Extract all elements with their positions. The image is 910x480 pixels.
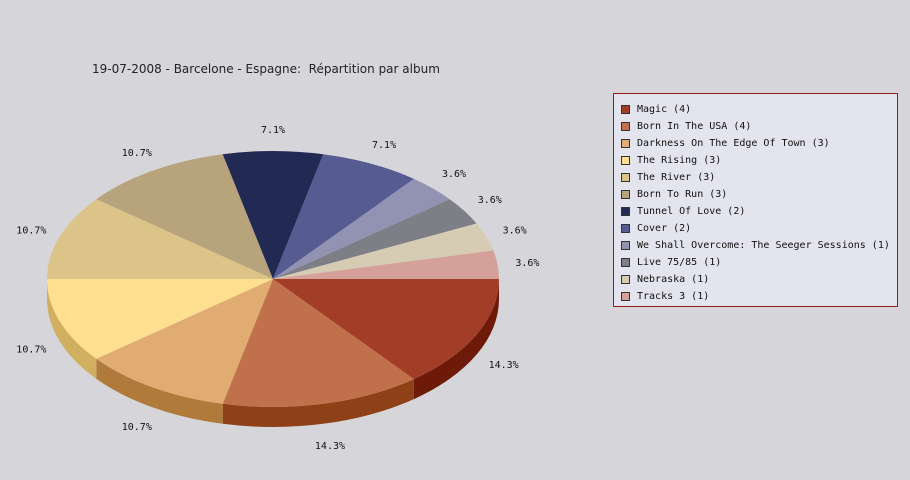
- pie-slice-8: [273, 178, 450, 279]
- pie-slice-5: [96, 154, 273, 279]
- pie-slice-9: [273, 199, 477, 279]
- pie-slice-side-2: [96, 358, 223, 424]
- pie-slice-7: [273, 154, 414, 279]
- pie-slice-label-2: 10.7%: [122, 422, 152, 433]
- pie-slice-6: [222, 151, 324, 279]
- legend-label: The River (3): [637, 172, 716, 183]
- pie-slice-10: [273, 223, 494, 279]
- pie-slice-side-3: [47, 279, 97, 379]
- legend-label: The Rising (3): [637, 155, 722, 166]
- legend-label: Darkness On The Edge Of Town (3): [637, 138, 830, 149]
- legend-label: Tunnel Of Love (2): [637, 206, 746, 217]
- chart-legend: Magic (4) Born In The USA (4) Darkness On …: [613, 93, 898, 307]
- pie-slice-label-1: 14.3%: [315, 441, 345, 452]
- pie-slice-2: [96, 279, 273, 404]
- legend-label: We Shall Overcome: The Seeger Sessions (…: [637, 240, 890, 251]
- legend-item-4: The River (3): [621, 169, 897, 186]
- pie-slice-1: [222, 279, 414, 407]
- legend-swatch: [621, 224, 630, 233]
- legend-item-1: Born In The USA (4): [621, 118, 897, 135]
- legend-item-6: Tunnel Of Love (2): [621, 203, 897, 220]
- legend-label: Tracks 3 (1): [637, 291, 710, 302]
- legend-swatch: [621, 275, 630, 284]
- legend-swatch: [621, 139, 630, 148]
- legend-label: Nebraska (1): [637, 274, 710, 285]
- legend-item-9: Live 75/85 (1): [621, 254, 897, 271]
- pie-slice-label-10: 3.6%: [503, 225, 527, 236]
- legend-swatch: [621, 105, 630, 114]
- legend-swatch: [621, 122, 630, 131]
- legend-item-8: We Shall Overcome: The Seeger Sessions (…: [621, 237, 897, 254]
- pie-slice-4: [47, 199, 273, 279]
- legend-item-3: The Rising (3): [621, 152, 897, 169]
- legend-label: Magic (4): [637, 104, 692, 115]
- legend-swatch: [621, 207, 630, 216]
- pie-slice-label-8: 3.6%: [442, 169, 466, 180]
- legend-swatch: [621, 173, 630, 182]
- legend-item-7: Cover (2): [621, 220, 897, 237]
- legend-label: Live 75/85 (1): [637, 257, 722, 268]
- pie-slice-label-5: 10.7%: [122, 148, 152, 159]
- legend-swatch: [621, 258, 630, 267]
- legend-swatch: [621, 190, 630, 199]
- legend-item-11: Tracks 3 (1): [621, 288, 897, 305]
- pie-slice-label-0: 14.3%: [489, 360, 519, 371]
- legend-swatch: [621, 156, 630, 165]
- legend-item-5: Born To Run (3): [621, 186, 897, 203]
- legend-label: Cover (2): [637, 223, 692, 234]
- pie-slice-side-1: [222, 379, 414, 427]
- pie-slice-side-0: [413, 279, 499, 400]
- legend-swatch: [621, 292, 630, 301]
- pie-slice-label-7: 7.1%: [372, 140, 396, 151]
- pie-slice-3: [47, 279, 273, 359]
- pie-slice-label-6: 7.1%: [261, 125, 285, 136]
- pie-slice-label-11: 3.6%: [515, 258, 539, 269]
- legend-label: Born In The USA (4): [637, 121, 752, 132]
- pie-slice-label-9: 3.6%: [478, 195, 502, 206]
- pie-slice-0: [273, 279, 499, 380]
- legend-item-0: Magic (4): [621, 101, 897, 118]
- legend-item-10: Nebraska (1): [621, 271, 897, 288]
- legend-item-2: Darkness On The Edge Of Town (3): [621, 135, 897, 152]
- pie-slice-11: [273, 250, 499, 279]
- pie-slice-label-4: 10.7%: [16, 225, 46, 236]
- legend-label: Born To Run (3): [637, 189, 728, 200]
- chart-title: 19-07-2008 - Barcelone - Espagne: Répart…: [92, 62, 440, 76]
- legend-swatch: [621, 241, 630, 250]
- pie-slice-label-3: 10.7%: [16, 345, 46, 356]
